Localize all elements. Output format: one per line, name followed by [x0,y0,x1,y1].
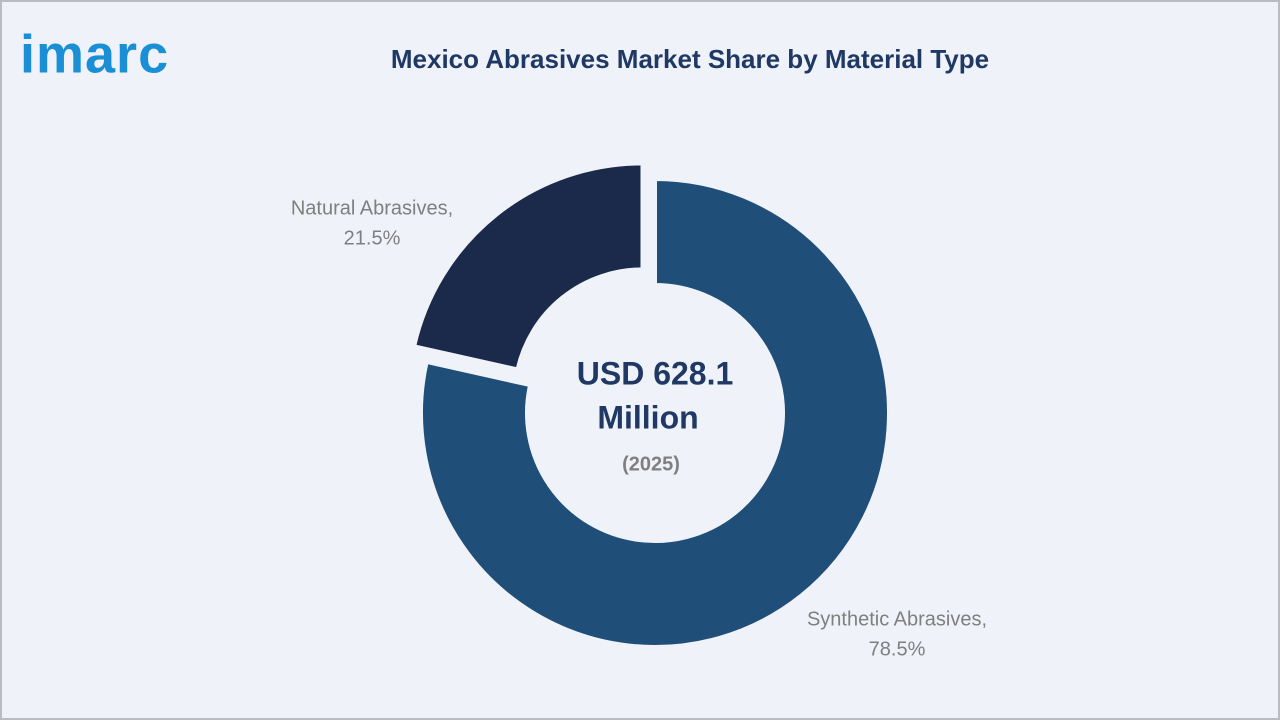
pie-slice [411,161,645,372]
slice-label: Natural Abrasives, [291,197,453,219]
chart-title: Mexico Abrasives Market Share by Materia… [391,44,989,74]
center-text: USD 628.1 [577,355,734,391]
center-subtext: (2025) [622,453,680,475]
slice-label: Synthetic Abrasives, [807,608,987,630]
logo: imarc [20,24,169,84]
center-text: Million [597,399,698,435]
pie-slice [419,176,891,649]
slice-value-label: 78.5% [869,638,926,660]
slice-value-label: 21.5% [344,227,401,249]
